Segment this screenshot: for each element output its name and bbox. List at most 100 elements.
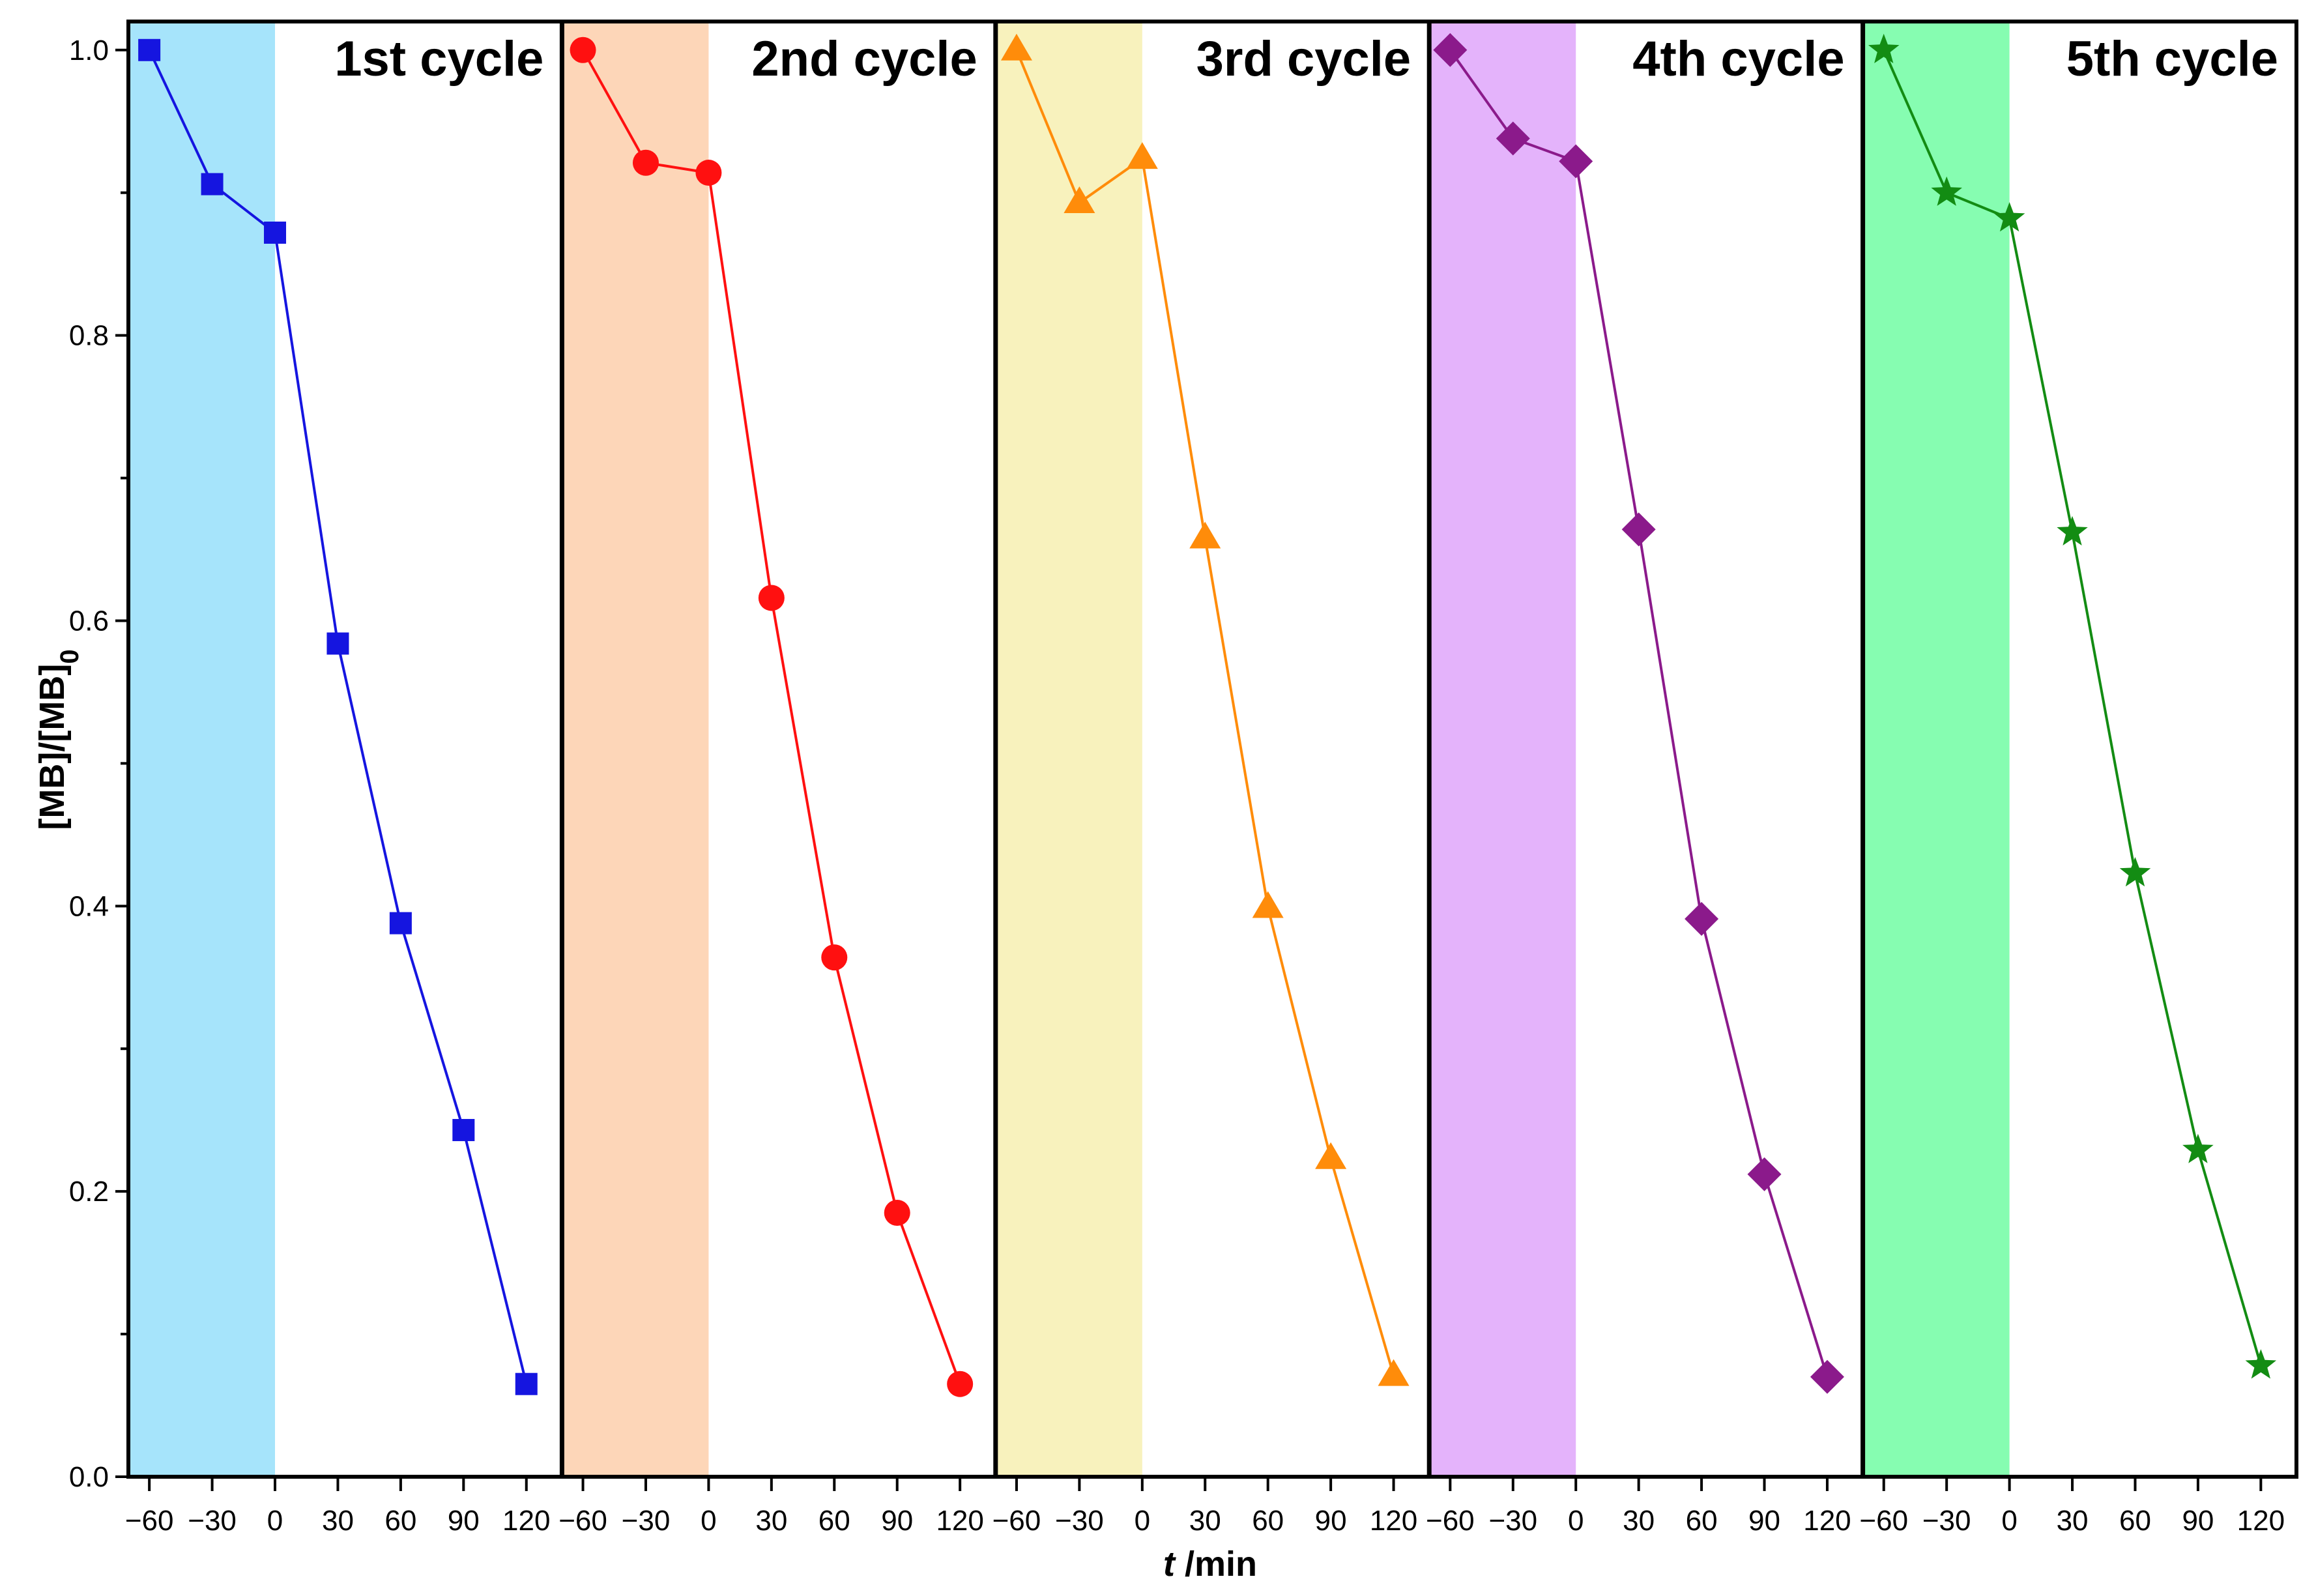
x-tick-label: 90 [448, 1505, 480, 1537]
star-marker [2182, 1133, 2214, 1163]
square-marker [515, 1372, 538, 1395]
square-marker [138, 38, 161, 61]
star-marker [1868, 33, 1900, 63]
x-tick-label: 120 [1803, 1505, 1851, 1537]
x-tick-label: 120 [2237, 1505, 2285, 1537]
star-marker [1993, 202, 2025, 232]
circle-marker [695, 160, 722, 186]
x-tick-label: −30 [1488, 1505, 1537, 1537]
triangle-marker [1315, 1142, 1347, 1169]
y-tick-label: 0.6 [69, 605, 109, 637]
circle-marker [821, 944, 848, 971]
circle-marker [947, 1371, 974, 1397]
square-marker [264, 222, 287, 244]
panel-4: 4th cycle −60 −30 0 30 60 90 120 [1426, 22, 1851, 1537]
x-tick-label: −60 [558, 1505, 607, 1537]
x-tick-label: 60 [384, 1505, 416, 1537]
triangle-marker [1252, 891, 1284, 918]
triangle-marker [1126, 142, 1158, 169]
y-tick-label: 0.8 [69, 320, 109, 352]
dark-period-band [995, 22, 1142, 1477]
y-tick-label: 0.2 [69, 1176, 109, 1208]
x-tick-label: 90 [1315, 1505, 1347, 1537]
panel-title: 5th cycle [2066, 31, 2278, 87]
star-marker [1931, 176, 1962, 206]
x-tick-label: −60 [1859, 1505, 1908, 1537]
panel-5: 5th cycle −60 −30 0 30 60 90 120 [1859, 22, 2285, 1537]
x-tick-label: 30 [1623, 1505, 1655, 1537]
star-marker [2057, 515, 2088, 545]
panels-layer: 1st cycle −60 −30 0 30 60 90 120 2nd cycle −60 −30… [125, 22, 2285, 1537]
x-tick-label: 60 [2119, 1505, 2151, 1537]
x-tick-label: 0 [267, 1505, 283, 1537]
x-tick-label: 30 [322, 1505, 354, 1537]
dark-period-band [128, 22, 276, 1477]
circle-marker [632, 149, 659, 176]
diamond-marker [1559, 144, 1593, 179]
triangle-marker [1064, 186, 1095, 214]
triangle-marker [1378, 1359, 1410, 1386]
panel-3: 3rd cycle −60 −30 0 30 60 90 120 [992, 22, 1417, 1537]
y-tick-label: 1.0 [69, 35, 109, 66]
star-marker [2245, 1349, 2277, 1379]
panel-title: 3rd cycle [1196, 31, 1411, 87]
x-tick-label: 0 [2001, 1505, 2017, 1537]
x-tick-label: −60 [992, 1505, 1041, 1537]
circle-marker [758, 585, 785, 611]
panel-2: 2nd cycle −60 −30 0 30 60 90 120 [558, 22, 984, 1537]
diamond-marker [1747, 1157, 1782, 1191]
x-tick-label: 120 [502, 1505, 550, 1537]
x-tick-label: 60 [1686, 1505, 1718, 1537]
x-axis-title-unit: /min [1175, 1545, 1257, 1584]
x-tick-label: 90 [881, 1505, 913, 1537]
x-tick-label: 0 [1568, 1505, 1584, 1537]
x-tick-label: −30 [1922, 1505, 1971, 1537]
square-marker [389, 912, 412, 935]
x-tick-label: 60 [1252, 1505, 1284, 1537]
panel-title: 2nd cycle [751, 31, 977, 87]
y-tick-label: 0.4 [69, 890, 109, 922]
diamond-marker [1810, 1359, 1844, 1394]
plot-frame [126, 20, 2298, 1479]
x-tick-label: 30 [2057, 1505, 2089, 1537]
x-tick-label: 120 [936, 1505, 983, 1537]
x-tick-label: −60 [1426, 1505, 1475, 1537]
star-marker [2119, 857, 2151, 887]
x-tick-label: 60 [818, 1505, 850, 1537]
square-marker [452, 1119, 475, 1142]
x-axis-title: t /min [1163, 1545, 1257, 1584]
dark-period-band [562, 22, 709, 1477]
square-marker [201, 173, 224, 196]
panel-1: 1st cycle −60 −30 0 30 60 90 120 [125, 22, 550, 1537]
x-tick-label: 30 [755, 1505, 787, 1537]
x-tick-label: 90 [1748, 1505, 1780, 1537]
x-tick-label: −60 [125, 1505, 174, 1537]
y-axis-title-sub: 0 [55, 649, 84, 663]
dark-period-band [1429, 22, 1576, 1477]
diamond-marker [1433, 33, 1468, 67]
x-tick-label: 0 [1135, 1505, 1150, 1537]
x-tick-label: −30 [188, 1505, 237, 1537]
frame-layer [126, 20, 2298, 1479]
panel-title: 4th cycle [1632, 31, 1844, 87]
diamond-marker [1621, 512, 1656, 547]
dark-period-band [1862, 22, 2010, 1477]
x-tick-label: −30 [1055, 1505, 1104, 1537]
y-axis-title: [MB]/[MB]0 [33, 649, 84, 830]
x-tick-label: 30 [1189, 1505, 1221, 1537]
y-axis: 0.0 0.2 0.4 0.6 0.8 1.0 [69, 35, 128, 1493]
x-tick-label: −30 [622, 1505, 671, 1537]
y-axis-title-main: [MB]/[MB] [33, 664, 72, 830]
y-tick-label: 0.0 [69, 1461, 109, 1493]
circle-marker [884, 1199, 910, 1226]
triangle-marker [1000, 33, 1032, 61]
diamond-marker [1685, 902, 1719, 936]
x-tick-label: 0 [701, 1505, 716, 1537]
diamond-marker [1496, 121, 1530, 156]
square-marker [326, 632, 349, 655]
circle-marker [570, 36, 596, 63]
x-axis-title-var: t [1163, 1545, 1176, 1584]
x-tick-label: 90 [2182, 1505, 2214, 1537]
x-tick-label: 120 [1370, 1505, 1417, 1537]
